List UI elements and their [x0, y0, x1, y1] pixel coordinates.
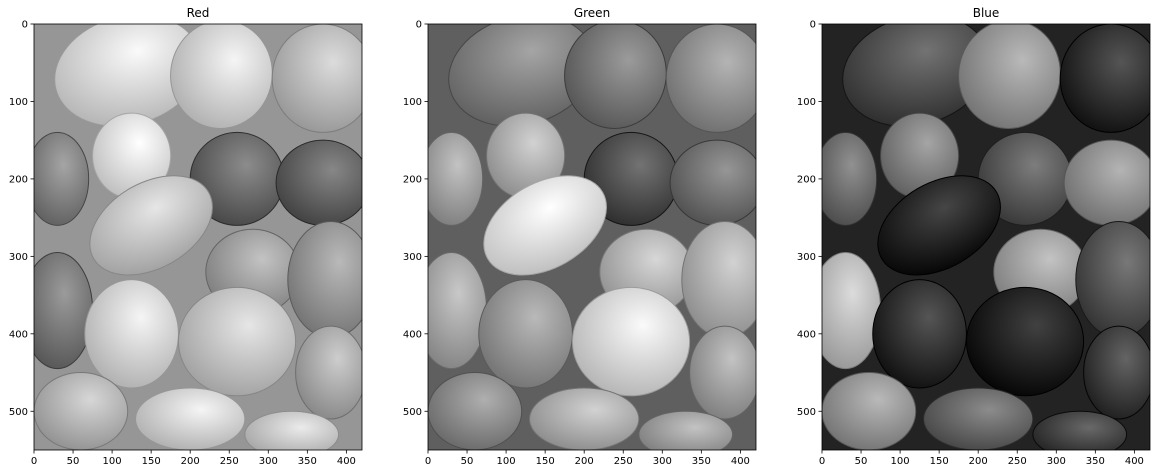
- balloon: [681, 221, 756, 339]
- subplot: Red 0 50 100 150 200 250 300 350 400 0 100 200 300 400…: [9, 6, 363, 467]
- balloon: [275, 139, 362, 226]
- x-tick-label: 200: [575, 456, 594, 467]
- balloon: [822, 252, 882, 370]
- balloon: [877, 175, 1001, 276]
- x-tick-label: 350: [692, 456, 711, 467]
- x-tick-label: 200: [181, 456, 200, 467]
- balloon: [958, 24, 1061, 129]
- x-tick-label: 50: [461, 456, 474, 467]
- balloon: [244, 410, 340, 450]
- y-tick-label: 300: [9, 252, 28, 263]
- y-tick-label: 0: [416, 20, 422, 31]
- balloon: [1059, 24, 1150, 133]
- y-tick-label: 300: [797, 252, 816, 263]
- balloon: [1075, 221, 1150, 339]
- y-tick-label: 0: [810, 20, 816, 31]
- x-tick-label: 350: [298, 456, 317, 467]
- balloon: [135, 387, 246, 450]
- channel-image: [34, 24, 362, 450]
- y-tick-label: 100: [403, 97, 422, 108]
- x-tick-label: 400: [731, 456, 750, 467]
- subplot: Green 0 50 100 150 200 250 300 350 400 0 100 200 300 4…: [403, 6, 757, 467]
- balloon: [1063, 139, 1150, 226]
- y-tick-label: 400: [403, 329, 422, 340]
- y-tick-label: 300: [403, 252, 422, 263]
- y-tick-label: 500: [797, 407, 816, 418]
- x-tick-label: 250: [1008, 456, 1027, 467]
- channel-image: [428, 24, 756, 450]
- balloon: [295, 325, 362, 420]
- balloon: [89, 175, 213, 276]
- balloon: [822, 372, 917, 450]
- x-tick-label: 200: [969, 456, 988, 467]
- balloon: [483, 175, 607, 276]
- y-tick-label: 200: [9, 174, 28, 185]
- balloon: [669, 139, 756, 226]
- balloon: [571, 286, 691, 397]
- x-tick-label: 50: [855, 456, 868, 467]
- x-tick-label: 400: [1125, 456, 1144, 467]
- subplot-title: Green: [574, 6, 610, 20]
- y-tick-label: 500: [9, 407, 28, 418]
- balloon: [638, 410, 734, 450]
- balloon: [1083, 325, 1150, 420]
- balloon: [428, 372, 523, 450]
- x-tick-label: 150: [930, 456, 949, 467]
- subplot: Blue 0 50 100 150 200 250 300 350 400 0 100 200 300 40…: [797, 6, 1151, 467]
- x-tick-label: 250: [614, 456, 633, 467]
- x-tick-label: 100: [497, 456, 516, 467]
- x-tick-label: 300: [1047, 456, 1066, 467]
- balloon: [34, 252, 94, 370]
- x-tick-label: 50: [67, 456, 80, 467]
- balloon: [872, 279, 967, 389]
- x-tick-label: 0: [819, 456, 825, 467]
- balloon: [84, 279, 179, 389]
- balloon: [529, 387, 640, 450]
- x-tick-label: 0: [425, 456, 431, 467]
- x-tick-label: 300: [259, 456, 278, 467]
- balloon: [564, 24, 667, 129]
- x-tick-label: 400: [337, 456, 356, 467]
- x-tick-label: 300: [653, 456, 672, 467]
- balloon: [965, 286, 1085, 397]
- x-tick-label: 0: [31, 456, 37, 467]
- y-tick-label: 400: [9, 329, 28, 340]
- balloon: [170, 24, 273, 129]
- axes-frame: [427, 23, 757, 451]
- axes-frame: [33, 23, 363, 451]
- balloon: [478, 279, 573, 389]
- y-tick-label: 200: [403, 174, 422, 185]
- channel-image: [822, 24, 1150, 450]
- x-tick-label: 150: [142, 456, 161, 467]
- balloon: [1032, 410, 1128, 450]
- x-tick-label: 350: [1086, 456, 1105, 467]
- balloon: [287, 221, 362, 339]
- balloon: [271, 24, 362, 133]
- y-tick-label: 500: [403, 407, 422, 418]
- balloon: [822, 131, 878, 226]
- balloon: [428, 252, 488, 370]
- axes-frame: [821, 23, 1151, 451]
- balloon: [177, 286, 297, 397]
- y-tick-label: 200: [797, 174, 816, 185]
- y-tick-label: 0: [22, 20, 28, 31]
- balloon: [34, 131, 90, 226]
- y-tick-label: 100: [9, 97, 28, 108]
- x-tick-label: 150: [536, 456, 555, 467]
- balloon: [665, 24, 756, 133]
- balloon: [923, 387, 1034, 450]
- y-tick-label: 400: [797, 329, 816, 340]
- subplot-title: Red: [187, 6, 210, 20]
- x-tick-label: 100: [103, 456, 122, 467]
- y-tick-label: 100: [797, 97, 816, 108]
- x-tick-label: 100: [891, 456, 910, 467]
- balloon: [428, 131, 484, 226]
- balloon: [689, 325, 756, 420]
- x-tick-label: 250: [220, 456, 239, 467]
- balloon: [34, 372, 129, 450]
- subplot-title: Blue: [973, 6, 1000, 20]
